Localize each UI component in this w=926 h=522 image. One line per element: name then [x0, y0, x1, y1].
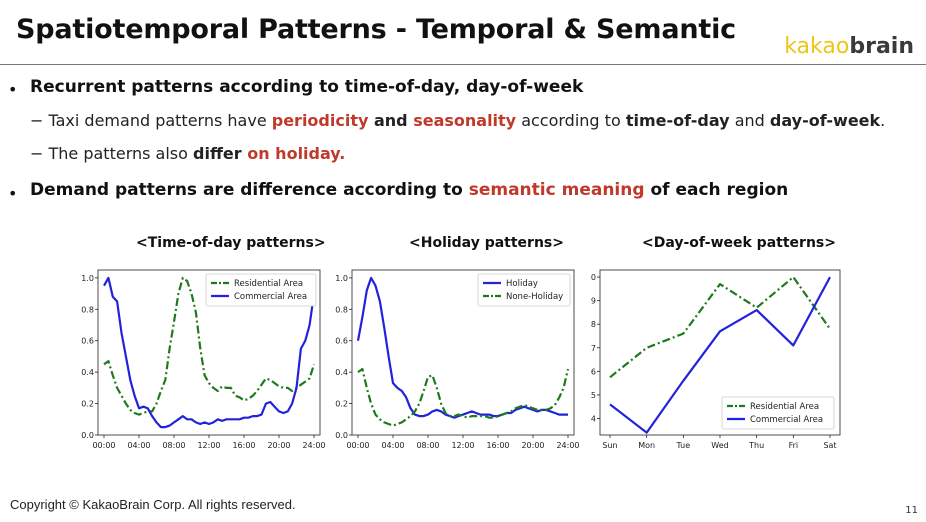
x-tick-label: 00:00 [346, 441, 369, 450]
y-tick-label: 0.8 [335, 305, 348, 314]
legend-label: Residential Area [750, 402, 819, 412]
x-tick-label: 16:00 [486, 441, 509, 450]
logo-brain: brain [849, 34, 914, 59]
bullet-dot-1: • [8, 80, 18, 99]
chart-2-title: <Holiday patterns> [409, 235, 564, 251]
sub1-pre: Taxi demand patterns have [43, 111, 272, 130]
chart-3-title: <Day-of-week patterns> [642, 235, 836, 251]
sub1-periodicity: periodicity [271, 111, 369, 130]
x-tick-label: 24:00 [302, 441, 325, 450]
sub1-and2: and [729, 111, 770, 130]
x-tick-label: Tue [675, 441, 690, 450]
y-tick-label: 0.0 [335, 431, 348, 440]
sub1-end: . [880, 111, 886, 130]
sub2-on-holiday: on holiday [241, 144, 340, 163]
y-tick-label: 0.2 [335, 400, 348, 409]
series-line-none-holiday [357, 367, 570, 427]
x-tick-label: 04:00 [381, 441, 404, 450]
y-tick-label: 0.8 [590, 320, 596, 329]
x-tick-label: 08:00 [162, 441, 185, 450]
chart-1-title: <Time-of-day patterns> [136, 235, 326, 251]
bullet-2-post: of each region [644, 180, 789, 200]
sub2-differ: differ [193, 144, 242, 163]
y-tick-label: 0.6 [590, 367, 596, 376]
x-tick-label: Thu [748, 441, 764, 450]
x-tick-label: Mon [638, 441, 655, 450]
day-of-week-chart: 0.4 0.5 0.6 0.7 0.8 0.9 1.0 Sun Mon Tue Wed Thu Fri S… [590, 269, 841, 450]
title-divider [0, 64, 926, 65]
legend-label: Commercial Area [234, 292, 307, 302]
time-of-day-chart: 0.0 0.2 0.4 0.6 0.8 1.0 00:00 04:00 08:00 12:00 16… [81, 269, 326, 450]
legend-label: Residential Area [234, 279, 303, 289]
sub2-pre: The patterns also [43, 144, 194, 163]
x-tick-label: 00:00 [92, 441, 115, 450]
y-tick-label: 0.0 [81, 431, 94, 440]
y-tick-label: 0.6 [335, 337, 348, 346]
x-tick-label: 12:00 [197, 441, 220, 450]
sub-bullet-1: − Taxi demand patterns have periodicity … [30, 111, 885, 130]
legend-label: Commercial Area [750, 415, 823, 425]
sub-bullet-1-dash: − [30, 111, 44, 130]
bullet-1-text: Recurrent patterns according to time-of-… [30, 77, 584, 97]
y-tick-label: 0.2 [81, 400, 94, 409]
y-tick-label: 0.9 [590, 297, 596, 306]
sub1-seasonality: seasonality [413, 111, 517, 130]
x-tick-label: 24:00 [556, 441, 579, 450]
legend-label: Holiday [506, 279, 538, 289]
x-tick-label: 08:00 [416, 441, 439, 450]
sub1-day-of-week: day-of-week [769, 111, 881, 130]
y-tick-label: 0.4 [335, 368, 348, 377]
series-line-commercial-area [609, 276, 831, 434]
x-tick-label: 20:00 [521, 441, 544, 450]
x-tick-label: Sun [602, 441, 617, 450]
copyright-footer: Copyright © KakaoBrain Corp. All rights … [10, 497, 296, 512]
sub2-end: . [339, 144, 346, 163]
series-line-residential-area [609, 276, 831, 379]
y-tick-label: 1.0 [590, 273, 596, 282]
bullet-dot-2: • [8, 184, 18, 203]
logo-kakao: kakao [784, 34, 850, 59]
series-line-holiday [356, 276, 568, 419]
x-tick-label: Fri [789, 441, 799, 450]
sub1-and: and [368, 111, 414, 130]
bullet-2-text: Demand patterns are difference according… [30, 180, 788, 200]
y-tick-label: 1.0 [81, 274, 94, 283]
slide-title: Spatiotemporal Patterns - Temporal & Sem… [16, 14, 736, 45]
x-tick-label: 12:00 [451, 441, 474, 450]
y-tick-label: 0.4 [590, 415, 596, 424]
y-tick-label: 0.7 [590, 344, 596, 353]
sub1-mid: according to [516, 111, 626, 130]
sub-bullet-2: − The patterns also differ on holiday. [30, 144, 345, 163]
holiday-chart: 0.0 0.2 0.4 0.6 0.8 1.0 00:00 04:00 08:00 12:00 16… [335, 269, 580, 450]
x-tick-label: 20:00 [267, 441, 290, 450]
legend-label: None-Holiday [506, 292, 563, 302]
y-tick-label: 0.8 [81, 305, 94, 314]
x-tick-label: Wed [711, 441, 728, 450]
y-tick-label: 0.5 [590, 391, 596, 400]
bullet-2-pre: Demand patterns are difference according… [30, 180, 469, 200]
series-line-commercial-area [103, 276, 316, 429]
kakaobrain-logo: kakaobrain [784, 34, 914, 59]
y-tick-label: 0.6 [81, 337, 94, 346]
sub-bullet-2-dash: − [30, 144, 44, 163]
legend-box [721, 396, 835, 430]
page-number: 11 [905, 505, 918, 516]
x-tick-label: 16:00 [232, 441, 255, 450]
series-line-residential-area [103, 276, 316, 416]
x-tick-label: Sat [823, 441, 836, 450]
y-tick-label: 0.4 [81, 368, 94, 377]
x-tick-label: 04:00 [127, 441, 150, 450]
sub1-time-of-day: time-of-day [625, 111, 730, 130]
y-tick-label: 1.0 [335, 274, 348, 283]
legend-box [205, 273, 317, 307]
bullet-2-semantic-meaning: semantic meaning [468, 180, 645, 200]
